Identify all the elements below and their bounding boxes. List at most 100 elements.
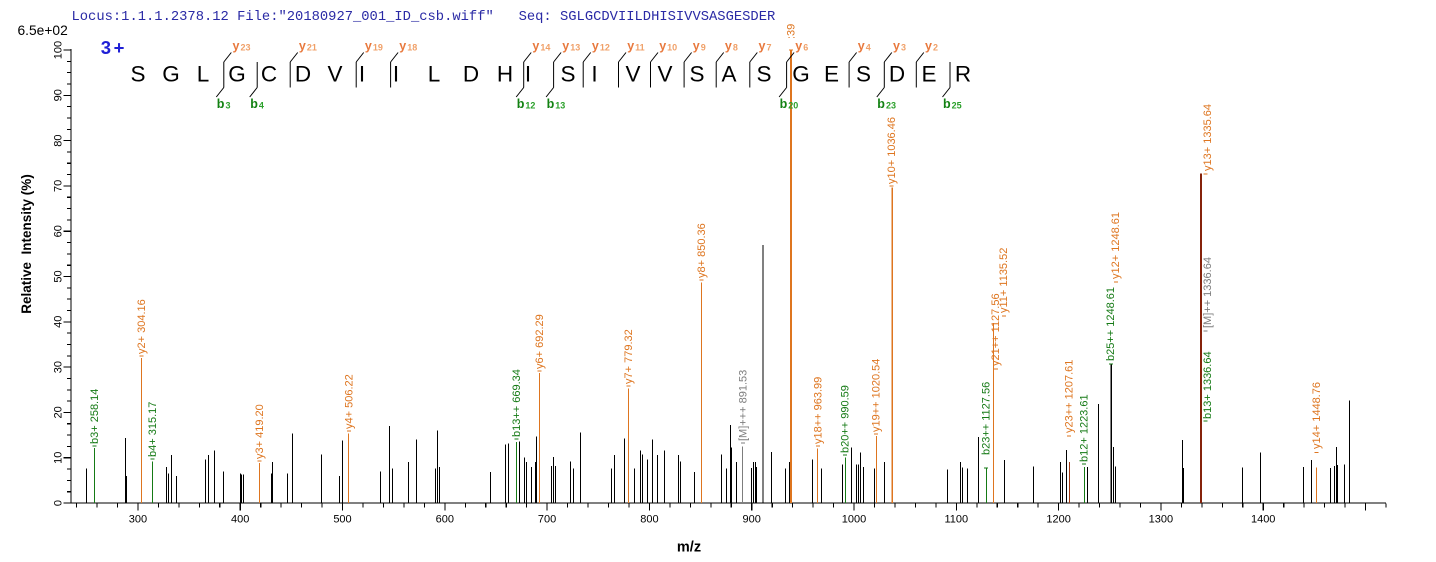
svg-text:30: 30 <box>53 361 65 373</box>
svg-text:E: E <box>921 62 936 87</box>
svg-text:1000: 1000 <box>842 514 866 526</box>
svg-text:y11+ 1135.52: y11+ 1135.52 <box>998 248 1010 313</box>
svg-text:G: G <box>228 62 246 87</box>
svg-text:y6: y6 <box>795 39 808 53</box>
svg-text:b12: b12 <box>517 97 536 111</box>
svg-text:y23++ 1207.61: y23++ 1207.61 <box>1064 360 1076 433</box>
svg-text:I: I <box>591 62 597 87</box>
svg-text:y2: y2 <box>925 39 938 53</box>
svg-text:y23: y23 <box>233 39 251 53</box>
svg-text:y7: y7 <box>759 39 772 53</box>
svg-text:1400: 1400 <box>1251 514 1275 526</box>
svg-text:300: 300 <box>129 514 147 526</box>
svg-text:[M]+++ 891.53: [M]+++ 891.53 <box>737 370 749 441</box>
svg-text:b3+ 258.14: b3+ 258.14 <box>89 389 101 444</box>
svg-text:1100: 1100 <box>944 514 968 526</box>
svg-text:1200: 1200 <box>1046 514 1070 526</box>
svg-text:b13+ 1336.64: b13+ 1336.64 <box>1202 351 1214 419</box>
svg-text:800: 800 <box>640 514 658 526</box>
svg-text:S: S <box>689 62 704 87</box>
svg-text:S: S <box>756 62 771 87</box>
svg-text:y6+ 692.29: y6+ 692.29 <box>534 314 546 369</box>
svg-text:S: S <box>560 62 575 87</box>
svg-text:y12+ 1248.61: y12+ 1248.61 <box>1110 212 1122 279</box>
svg-text:20: 20 <box>53 406 65 418</box>
svg-text:Relative Intensity (%): Relative Intensity (%) <box>19 174 34 314</box>
svg-text:y3: y3 <box>893 39 906 53</box>
svg-text:A: A <box>721 62 736 87</box>
svg-text:100: 100 <box>53 41 65 59</box>
svg-text:y19++ 1020.54: y19++ 1020.54 <box>871 359 883 432</box>
svg-text:S: S <box>856 62 871 87</box>
svg-text:E: E <box>824 62 839 87</box>
svg-text:3+: 3+ <box>101 37 127 58</box>
svg-text:y4: y4 <box>858 39 871 53</box>
svg-text:y19: y19 <box>365 39 383 53</box>
svg-text:y13: y13 <box>562 39 580 53</box>
svg-text:y9: y9 <box>693 39 706 53</box>
svg-text:V: V <box>657 62 672 87</box>
svg-text:400: 400 <box>231 514 249 526</box>
svg-text:b20++ 990.59: b20++ 990.59 <box>840 385 852 453</box>
svg-text:y2+ 304.16: y2+ 304.16 <box>136 299 148 354</box>
svg-text:80: 80 <box>53 134 65 146</box>
svg-text:60: 60 <box>53 225 65 237</box>
svg-text:D: D <box>463 62 479 87</box>
svg-text:y10: y10 <box>659 39 677 53</box>
svg-text:R: R <box>955 62 971 87</box>
svg-text:y21: y21 <box>299 39 317 53</box>
svg-text:y14: y14 <box>532 39 550 53</box>
svg-text:V: V <box>625 62 640 87</box>
svg-text:G: G <box>162 62 180 87</box>
svg-text:G: G <box>792 62 810 87</box>
svg-text:0: 0 <box>53 500 65 506</box>
svg-text:6.5e+02: 6.5e+02 <box>18 23 68 38</box>
svg-text:D: D <box>889 62 905 87</box>
svg-text:y11: y11 <box>627 39 644 53</box>
svg-text:b13: b13 <box>547 97 566 111</box>
svg-text:b25: b25 <box>943 97 962 111</box>
svg-text:H: H <box>497 62 513 87</box>
svg-text:10: 10 <box>53 452 65 464</box>
svg-text:I: I <box>359 62 365 87</box>
svg-text:I: I <box>393 62 399 87</box>
svg-text:b4: b4 <box>250 97 264 111</box>
svg-text:1300: 1300 <box>1149 514 1173 526</box>
svg-text:b13++ 669.34: b13++ 669.34 <box>511 369 523 437</box>
svg-text:50: 50 <box>53 270 65 282</box>
svg-text:y12: y12 <box>592 39 610 53</box>
svg-text:900: 900 <box>743 514 761 526</box>
svg-text:I: I <box>525 62 531 87</box>
svg-text:b3: b3 <box>217 97 231 111</box>
svg-text:m/z: m/z <box>677 540 701 556</box>
svg-text:Locus:1.1.1.2378.12 File:"2018: Locus:1.1.1.2378.12 File:"20180927_001_I… <box>72 9 776 25</box>
svg-text:b12+ 1223.61: b12+ 1223.61 <box>1079 394 1091 462</box>
svg-text:C: C <box>261 62 277 87</box>
svg-text::39: :39 <box>785 24 797 39</box>
svg-text:b23: b23 <box>877 97 896 111</box>
svg-text:[M]++ 1336.64: [M]++ 1336.64 <box>1202 257 1214 328</box>
svg-text:b23++ 1127.56: b23++ 1127.56 <box>981 382 993 455</box>
svg-text:90: 90 <box>53 89 65 101</box>
svg-text:y10+ 1036.46: y10+ 1036.46 <box>886 117 898 184</box>
svg-text:700: 700 <box>538 514 556 526</box>
svg-text:y8: y8 <box>725 39 738 53</box>
svg-text:y4+ 506.22: y4+ 506.22 <box>343 374 355 429</box>
svg-text:y14+ 1448.76: y14+ 1448.76 <box>1311 382 1323 449</box>
svg-text:y18++ 963.99: y18++ 963.99 <box>812 377 824 444</box>
svg-text:S: S <box>130 62 145 87</box>
svg-text:b25++ 1248.61: b25++ 1248.61 <box>1105 287 1117 361</box>
svg-text:V: V <box>327 62 342 87</box>
svg-text:y8+ 850.36: y8+ 850.36 <box>696 223 708 278</box>
svg-text:y3+ 419.20: y3+ 419.20 <box>254 404 266 459</box>
svg-text:b4+ 315.17: b4+ 315.17 <box>147 402 159 457</box>
svg-text:L: L <box>428 62 441 87</box>
svg-text:y7+ 779.32: y7+ 779.32 <box>623 329 635 384</box>
svg-text:L: L <box>197 62 210 87</box>
svg-text:y21++ 1127.56: y21++ 1127.56 <box>990 293 1002 366</box>
svg-text:40: 40 <box>53 316 65 328</box>
svg-text:70: 70 <box>53 180 65 192</box>
svg-text:b20: b20 <box>780 97 799 111</box>
svg-text:600: 600 <box>436 514 454 526</box>
svg-text:y18: y18 <box>399 39 417 53</box>
